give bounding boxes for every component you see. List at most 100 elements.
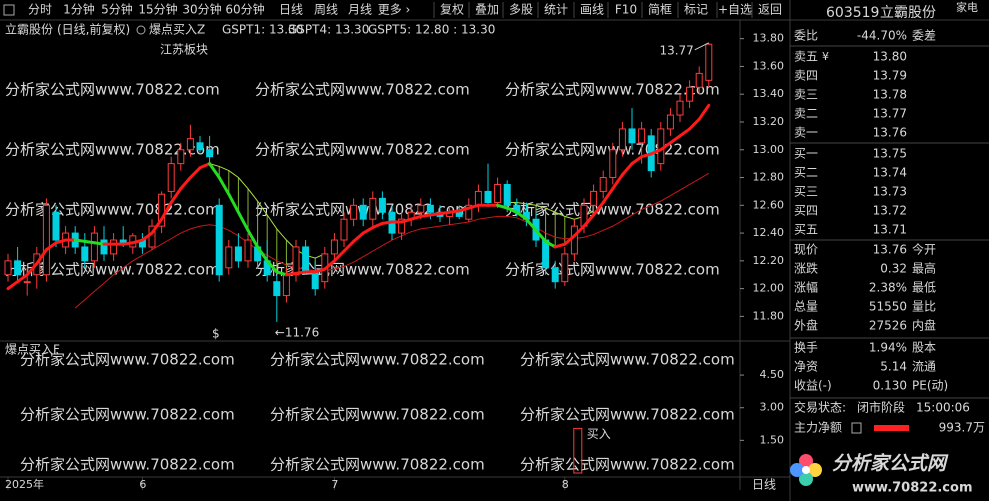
period-tab[interactable]: 周线 bbox=[314, 3, 338, 17]
trend-line bbox=[534, 228, 548, 243]
toolbar-button[interactable]: 叠加 bbox=[475, 3, 499, 17]
y-tick-label: 13.00 bbox=[753, 143, 785, 156]
trend-line bbox=[457, 206, 471, 213]
candle-body bbox=[398, 218, 406, 234]
watermark: 分析家公式网www.70822.com bbox=[505, 261, 720, 279]
candle-body bbox=[657, 128, 665, 165]
stock-title: 立霸股份 bbox=[5, 22, 53, 37]
legend-item: GSPT1: 13.30 bbox=[222, 23, 303, 37]
trend-line bbox=[697, 103, 711, 121]
quote-value: 0.130 bbox=[873, 379, 907, 393]
quote-value: 13.76 bbox=[873, 243, 907, 257]
trend-line bbox=[371, 221, 384, 230]
toolbar-button[interactable]: 统计 bbox=[544, 3, 568, 17]
trend-line bbox=[169, 187, 183, 205]
net-bar bbox=[874, 425, 909, 431]
period-tab[interactable]: 5分钟 bbox=[101, 2, 133, 17]
trend-line bbox=[284, 271, 298, 277]
trend-line bbox=[668, 134, 682, 145]
trend-line bbox=[217, 176, 231, 196]
candle-body bbox=[206, 149, 214, 158]
quote-label: 涨跌 bbox=[794, 261, 818, 276]
candle-body bbox=[273, 281, 281, 297]
quote-label: 今开 bbox=[912, 242, 936, 257]
candle-body bbox=[186, 138, 194, 151]
trend-line bbox=[179, 176, 192, 191]
candle-body bbox=[225, 246, 233, 269]
signal-label: 买入 bbox=[587, 427, 611, 441]
trend-line bbox=[44, 241, 58, 252]
trend-line bbox=[592, 201, 605, 217]
menu-icon[interactable] bbox=[3, 4, 15, 16]
trend-line bbox=[342, 239, 356, 253]
candle-body bbox=[599, 177, 607, 192]
trend-line bbox=[256, 245, 269, 263]
toolbar-button[interactable]: 返回 bbox=[758, 3, 782, 17]
trend-line bbox=[332, 249, 346, 263]
candle-body bbox=[561, 253, 569, 283]
candle-body bbox=[215, 204, 223, 276]
period-tab[interactable]: 60分钟 bbox=[225, 2, 264, 17]
period-tab[interactable]: 更多 › bbox=[378, 3, 411, 17]
period-tab[interactable]: 15分钟 bbox=[138, 2, 177, 17]
toolbar-button[interactable]: 画线 bbox=[580, 3, 604, 17]
watermark: 分析家公式网www.70822.com bbox=[255, 81, 470, 99]
trend-line bbox=[73, 238, 87, 243]
candle-body bbox=[340, 218, 348, 241]
x-tick-label: 7 bbox=[331, 478, 338, 491]
trend-line bbox=[400, 217, 413, 224]
trend-line bbox=[601, 187, 615, 205]
period-tab[interactable]: 30分钟 bbox=[182, 2, 221, 17]
logo: 分析家公式网 www.70822.com bbox=[790, 453, 973, 496]
toolbar-button[interactable]: 复权 bbox=[440, 3, 464, 17]
trend-line bbox=[16, 273, 29, 284]
legend-item: GSPT4: 13.30 bbox=[288, 23, 369, 37]
logo-name: 分析家公式网 bbox=[832, 453, 949, 475]
signal-bar bbox=[573, 427, 583, 474]
trend-line bbox=[188, 166, 202, 180]
trend-line bbox=[131, 238, 144, 245]
net-value: 993.7万 bbox=[939, 421, 985, 435]
candle-body bbox=[311, 271, 319, 290]
logo-url: www.70822.com bbox=[852, 481, 973, 496]
quote-label: 涨幅 bbox=[794, 280, 818, 295]
candle-body bbox=[14, 260, 22, 276]
period-tab[interactable]: 1分钟 bbox=[63, 2, 95, 17]
trend-line bbox=[150, 217, 164, 235]
trend-line bbox=[35, 248, 48, 266]
period-tab[interactable]: 月线 bbox=[348, 3, 372, 17]
indicator-icon[interactable] bbox=[136, 25, 146, 35]
toolbar-button[interactable]: F10 bbox=[615, 3, 637, 17]
quote-value: 13.78 bbox=[873, 88, 907, 102]
trend-line bbox=[563, 234, 576, 246]
candle-body bbox=[705, 43, 713, 81]
toolbar-button[interactable]: 标记 bbox=[684, 3, 708, 17]
watermark: 分析家公式网www.70822.com bbox=[270, 406, 485, 424]
toolbar-button[interactable]: 简框 bbox=[648, 3, 672, 17]
trend-line bbox=[496, 203, 509, 210]
quote-value: 1.94% bbox=[869, 341, 907, 355]
chart-subtitle: (日线,前复权) bbox=[57, 22, 130, 37]
period-tab[interactable]: 日线 bbox=[279, 3, 303, 17]
candle-body bbox=[81, 246, 89, 262]
watermark: 分析家公式网www.70822.com bbox=[5, 81, 220, 99]
quote-label: 外盘 bbox=[794, 318, 818, 333]
candle-body bbox=[484, 190, 492, 204]
candle-body bbox=[234, 246, 242, 262]
candle-body bbox=[52, 211, 60, 241]
quote-label: 净资 bbox=[794, 360, 818, 374]
quote-label: 买一 bbox=[794, 147, 818, 161]
quote-label: 股本 bbox=[912, 341, 936, 355]
legend-item: GSPT5: 12.80 : 13.30 bbox=[368, 23, 495, 37]
quote-value: 13.74 bbox=[873, 166, 907, 180]
trend-line bbox=[409, 214, 423, 221]
signal-mark: $ bbox=[212, 327, 220, 341]
toolbar-button[interactable]: 多股 bbox=[509, 3, 533, 17]
sector-tag: 家电 bbox=[956, 0, 978, 14]
toolbar-button[interactable]: +自选 bbox=[718, 3, 752, 17]
high-arrow bbox=[694, 42, 710, 51]
watermark: 分析家公式网www.70822.com bbox=[270, 351, 485, 369]
period-tab[interactable]: 分时 bbox=[28, 3, 52, 17]
